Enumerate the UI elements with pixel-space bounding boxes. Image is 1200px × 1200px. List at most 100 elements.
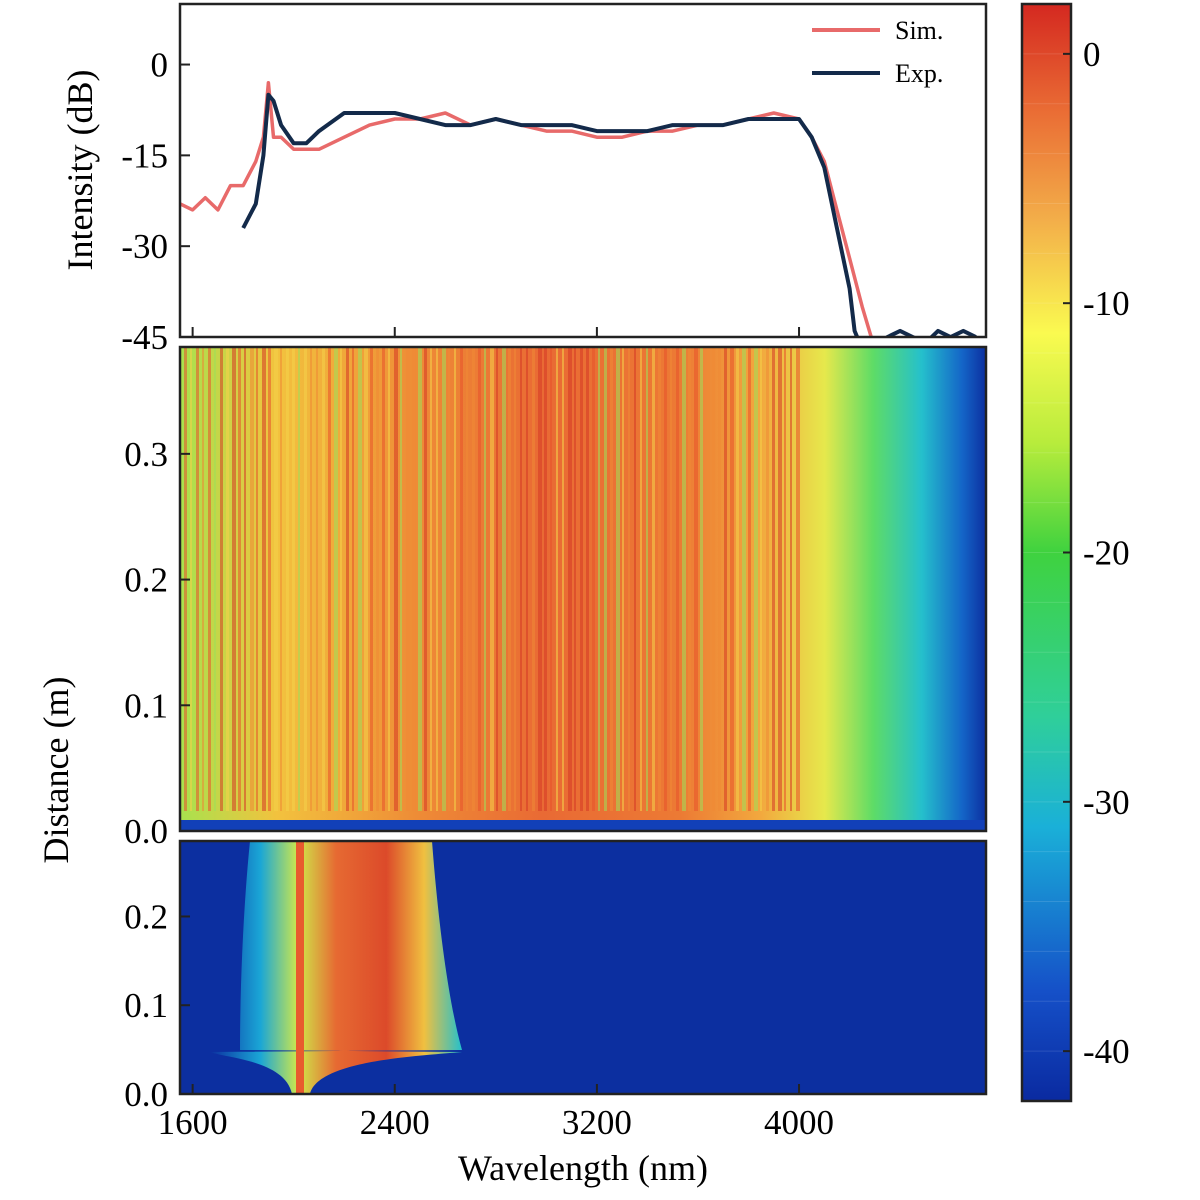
heatmap-stripe [622,347,624,811]
heatmap-stripe [244,347,246,811]
heatmap-stripe [358,347,362,811]
legend-exp-label: Exp. [895,59,943,88]
heatmap-stripe [784,347,786,811]
heatmap-stripe [460,347,463,811]
heatmap-stripe [736,347,739,811]
heatmap-stripe [652,347,655,811]
heatmap-stripe [412,347,416,811]
colorbar-tick-label: -20 [1083,534,1130,573]
colorbar-tick-label: 0 [1083,35,1101,74]
x-tick-label: 1600 [158,1103,228,1142]
intensity-plot: 0 -15 -30 -45 Intensity (dB) Sim. Exp. [60,2,988,357]
heatmap-stripe [238,347,241,811]
heatmap-stripe [376,347,379,811]
heatmap-stripe [526,347,528,811]
heatmap-stripe [532,347,535,811]
y-tick-label: 0.0 [124,812,168,851]
heatmap-stripe [724,347,727,811]
colorbar-tick-label: -10 [1083,284,1130,323]
heatmap-stripe [430,347,432,811]
heatmap-stripe [544,347,547,811]
heatmap-stripe [352,347,354,811]
heatmap-stripe [640,347,642,811]
heatmap-stripe [400,347,402,811]
heatmap-stripe [388,347,390,811]
heatmap-stripe [742,347,746,811]
heatmap-stripe [658,347,661,811]
heatmap-main-baseline [180,820,986,831]
heatmap-stripe [250,347,254,811]
heatmap-stripe [592,347,595,811]
heatmap-stripe [268,347,271,811]
heatmap-stripe [364,347,368,811]
heatmap-stripe [490,347,494,811]
heatmap-stripe [712,347,715,811]
intensity-x-ticks [191,327,801,337]
heatmap-stripe [220,347,223,811]
heatmap-stripe [730,347,734,811]
colorbar: 0 -10 -20 -30 -40 [1020,2,1130,1103]
heatmap-stripe [634,347,636,811]
heatmap-stripe [436,347,438,811]
heatmap-stripe [214,347,216,811]
heatmap-stripe [502,347,506,811]
heatmap-input-y-ticks: 0.0 0.1 0.2 [124,897,190,1114]
intensity-plot-frame [178,2,988,339]
colorbar-bands [1022,53,1071,1052]
heatmap-main-texture [184,347,800,811]
heatmap-stripe [484,347,486,811]
heatmap-stripe [520,347,522,811]
heatmap-stripe [262,347,266,811]
series-line-exp [241,92,977,337]
distance-heatmap-input: 0.0 0.1 0.2 1600 2400 3200 4000 Wavelength (n… [124,839,988,1188]
heatmap-stripe [676,347,679,811]
distance-y-axis-label: Distance (m) [36,677,76,864]
heatmap-stripe [514,347,516,811]
heatmap-stripe [340,347,342,811]
heatmap-input-spectrum [210,841,462,1094]
heatmap-stripe [586,347,589,811]
y-tick-label: -30 [121,227,168,266]
heatmap-stripe [616,347,620,811]
heatmap-stripe [202,347,204,811]
heatmap-stripe [442,347,446,811]
heatmap-stripe [292,347,295,811]
heatmap-stripe [688,347,691,811]
heatmap-stripe [298,347,300,811]
x-tick-label: 2400 [360,1103,430,1142]
colorbar-tick-label: -30 [1083,783,1130,822]
y-tick-label: 0.1 [124,686,168,725]
heatmap-stripe [310,347,312,811]
heatmap-stripe [700,347,703,811]
colorbar-gradient [1022,4,1071,1101]
colorbar-ticks: 0 -10 -20 -30 -40 [1063,35,1130,1071]
heatmap-stripe [706,347,710,811]
heatmap-stripe [664,347,667,811]
heatmap-stripe [496,347,498,811]
heatmap-stripe [274,347,278,811]
heatmap-main-y-ticks: 0.0 0.1 0.2 0.3 [124,435,190,851]
heatmap-stripe [754,347,758,811]
intensity-lines [180,80,977,337]
heatmap-stripe [562,347,564,811]
heatmap-stripe [628,347,630,811]
heatmap-stripe [322,347,325,811]
y-tick-label: 0.0 [124,1075,168,1114]
heatmap-stripe [574,347,576,811]
heatmap-stripe [550,347,552,811]
heatmap-stripe [646,347,648,811]
heatmap-stripe [286,347,289,811]
heatmap-stripe [454,347,456,811]
heatmap-stripe [190,347,192,811]
heatmap-stripe [556,347,558,811]
heatmap-stripe [424,347,427,811]
y-tick-label: 0.2 [124,561,168,600]
y-tick-label: -15 [121,136,168,175]
heatmap-stripe [580,347,583,811]
heatmap-stripe [280,347,282,811]
wavelength-x-ticks: 1600 2400 3200 4000 [158,1084,834,1142]
x-tick-label: 4000 [764,1103,834,1142]
y-tick-label: 0.2 [124,897,168,936]
heatmap-stripe [232,347,236,811]
heatmap-stripe [256,347,258,811]
